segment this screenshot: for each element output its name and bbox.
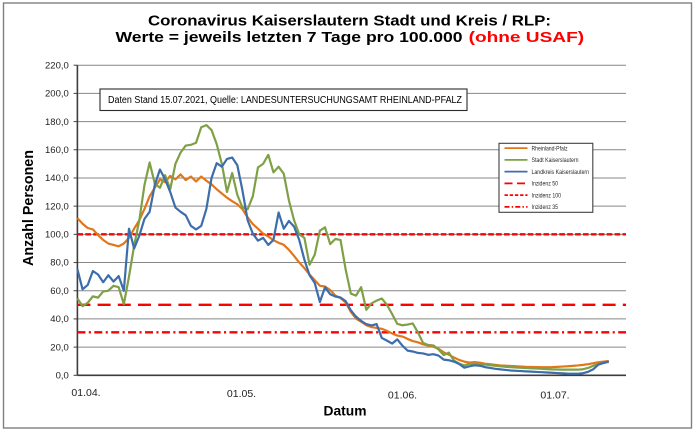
svg-text:Rheinland-Pfalz: Rheinland-Pfalz xyxy=(532,146,568,152)
svg-text:01.06.: 01.06. xyxy=(388,390,417,402)
svg-text:Inzidenz 100: Inzidenz 100 xyxy=(532,193,562,199)
svg-text:Coronavirus Kaiserslautern Sta: Coronavirus Kaiserslautern Stadt und Kre… xyxy=(148,14,551,30)
svg-text:Inzidenz 35: Inzidenz 35 xyxy=(532,205,559,211)
svg-text:01.07.: 01.07. xyxy=(540,390,569,402)
svg-text:140,0: 140,0 xyxy=(45,173,69,184)
svg-text:(ohne USAF): (ohne USAF) xyxy=(469,30,585,46)
svg-text:01.04.: 01.04. xyxy=(71,387,100,399)
svg-text:180,0: 180,0 xyxy=(45,117,69,128)
svg-text:Anzahl Personen: Anzahl Personen xyxy=(21,150,37,266)
svg-text:220,0: 220,0 xyxy=(45,60,69,71)
svg-text:60,0: 60,0 xyxy=(50,286,69,297)
svg-text:100,0: 100,0 xyxy=(45,230,69,241)
svg-text:01.05.: 01.05. xyxy=(227,388,256,400)
svg-text:Landkreis Kaiserslautern: Landkreis Kaiserslautern xyxy=(532,170,590,176)
svg-text:Datum: Datum xyxy=(324,404,367,419)
svg-text:40,0: 40,0 xyxy=(50,314,69,325)
svg-text:120,0: 120,0 xyxy=(45,201,69,212)
svg-text:200,0: 200,0 xyxy=(45,89,69,100)
svg-text:80,0: 80,0 xyxy=(50,258,69,269)
svg-text:Werte = jeweils letzten 7 Tage: Werte = jeweils letzten 7 Tage pro 100.0… xyxy=(116,30,463,46)
svg-text:Inzidenz 50: Inzidenz 50 xyxy=(532,182,559,188)
svg-text:20,0: 20,0 xyxy=(50,342,69,353)
svg-text:0,0: 0,0 xyxy=(56,371,69,382)
svg-text:160,0: 160,0 xyxy=(45,145,69,156)
svg-text:Daten Stand 15.07.2021, Quelle: Daten Stand 15.07.2021, Quelle: LANDESUN… xyxy=(108,95,462,106)
svg-text:Stadt Kaiserslautern: Stadt Kaiserslautern xyxy=(532,158,579,164)
